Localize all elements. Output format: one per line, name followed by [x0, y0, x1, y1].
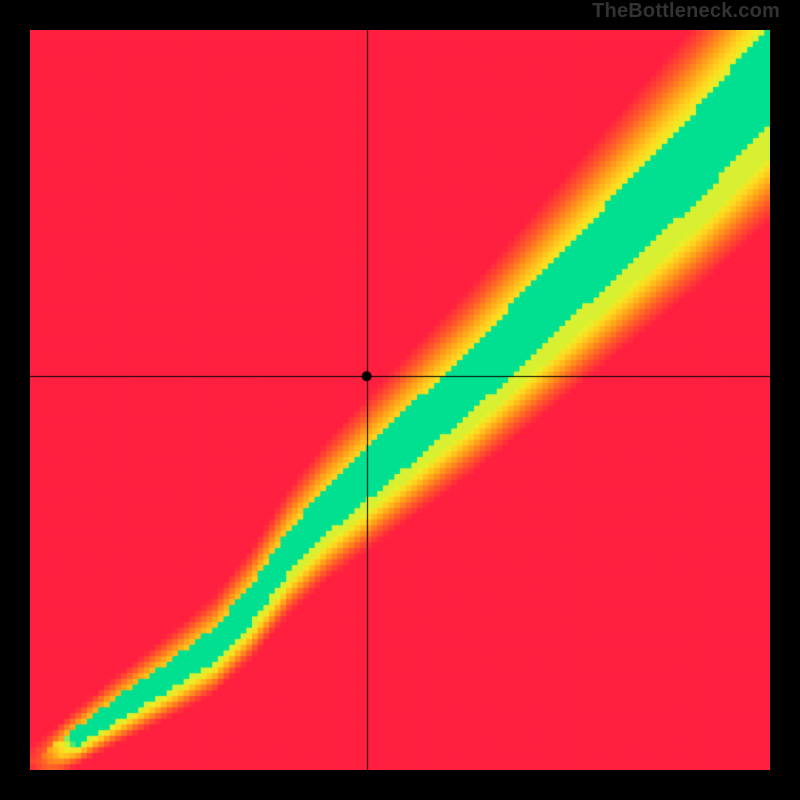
attribution-label: TheBottleneck.com [592, 0, 780, 23]
bottleneck-heatmap [30, 30, 770, 770]
chart-container: { "attribution": { "text": "TheBottlenec… [0, 0, 800, 800]
